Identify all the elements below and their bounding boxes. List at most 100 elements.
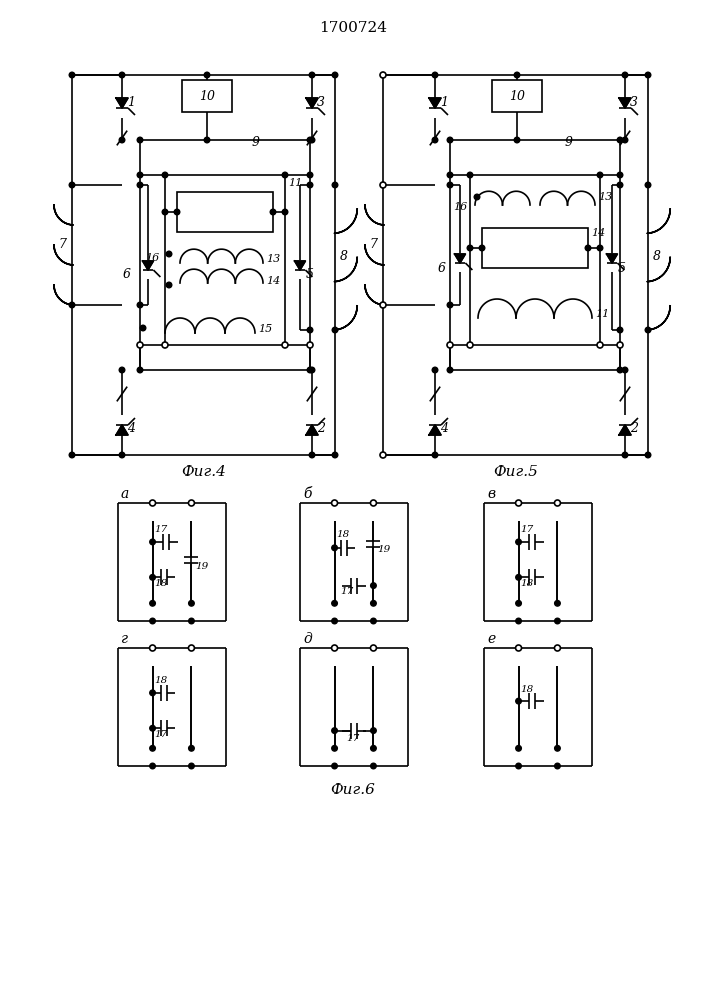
Circle shape <box>380 302 386 308</box>
Circle shape <box>370 745 376 751</box>
Circle shape <box>370 500 376 506</box>
Circle shape <box>69 302 75 308</box>
Circle shape <box>617 342 623 348</box>
Circle shape <box>332 72 338 78</box>
Circle shape <box>370 618 376 624</box>
Circle shape <box>308 367 312 373</box>
Circle shape <box>150 500 156 506</box>
Circle shape <box>448 367 452 373</box>
Text: 11: 11 <box>595 309 609 319</box>
Text: 19: 19 <box>378 545 391 554</box>
Circle shape <box>174 209 180 215</box>
Circle shape <box>380 452 386 458</box>
Bar <box>177 192 273 232</box>
Text: 14: 14 <box>591 228 605 238</box>
Text: 10: 10 <box>199 90 215 103</box>
Circle shape <box>514 72 520 78</box>
Circle shape <box>332 618 337 624</box>
Circle shape <box>622 367 628 373</box>
Bar <box>492 80 542 112</box>
Circle shape <box>309 367 315 373</box>
Circle shape <box>162 209 168 215</box>
Text: е: е <box>487 632 495 646</box>
Circle shape <box>150 690 156 696</box>
Polygon shape <box>619 98 631 108</box>
Circle shape <box>166 282 172 288</box>
Circle shape <box>554 600 560 606</box>
Text: Фиг.6: Фиг.6 <box>331 783 375 797</box>
Circle shape <box>370 728 376 733</box>
Circle shape <box>166 251 172 257</box>
Text: Фиг.4: Фиг.4 <box>181 465 226 479</box>
Polygon shape <box>619 425 631 435</box>
Circle shape <box>308 182 312 188</box>
Circle shape <box>370 600 376 606</box>
Circle shape <box>332 500 337 506</box>
Text: 14: 14 <box>266 276 280 286</box>
Circle shape <box>309 452 315 458</box>
Circle shape <box>162 172 168 178</box>
Text: Фиг.5: Фиг.5 <box>493 465 538 479</box>
Circle shape <box>282 209 288 215</box>
Polygon shape <box>143 261 153 270</box>
Circle shape <box>617 137 623 143</box>
Text: 17: 17 <box>155 525 168 534</box>
Circle shape <box>204 72 210 78</box>
Text: а: а <box>121 487 129 501</box>
Circle shape <box>554 645 561 651</box>
Polygon shape <box>429 98 441 108</box>
Polygon shape <box>429 425 441 435</box>
Circle shape <box>645 182 651 188</box>
Circle shape <box>514 137 520 143</box>
Circle shape <box>622 72 628 78</box>
Text: 15: 15 <box>258 324 272 334</box>
Text: 4: 4 <box>440 422 448 434</box>
Text: 13: 13 <box>266 254 280 264</box>
Text: 11: 11 <box>288 178 303 188</box>
Text: 18: 18 <box>520 579 534 588</box>
Circle shape <box>380 72 386 78</box>
Text: 1700724: 1700724 <box>319 21 387 35</box>
Circle shape <box>137 367 143 373</box>
Circle shape <box>645 327 651 333</box>
Circle shape <box>597 172 603 178</box>
Circle shape <box>448 137 452 143</box>
Text: 4: 4 <box>127 422 135 434</box>
Circle shape <box>516 763 521 769</box>
Circle shape <box>597 342 603 348</box>
Circle shape <box>645 452 651 458</box>
Circle shape <box>308 172 312 178</box>
Circle shape <box>189 500 194 506</box>
Circle shape <box>332 600 337 606</box>
Circle shape <box>309 72 315 78</box>
Circle shape <box>332 327 338 333</box>
Circle shape <box>554 618 560 624</box>
Circle shape <box>554 745 560 751</box>
Text: 2: 2 <box>317 422 325 434</box>
Circle shape <box>204 137 210 143</box>
Circle shape <box>515 500 522 506</box>
Circle shape <box>137 137 143 143</box>
Circle shape <box>617 172 623 178</box>
Circle shape <box>282 342 288 348</box>
Text: 13: 13 <box>598 192 612 202</box>
Circle shape <box>516 539 521 545</box>
Circle shape <box>516 745 521 751</box>
Circle shape <box>448 172 452 178</box>
Circle shape <box>140 325 146 331</box>
Circle shape <box>137 302 143 308</box>
Text: 16: 16 <box>145 253 159 263</box>
Text: 8: 8 <box>340 250 348 263</box>
Circle shape <box>308 137 312 143</box>
Circle shape <box>137 172 143 178</box>
Circle shape <box>332 452 338 458</box>
Circle shape <box>69 182 75 188</box>
Circle shape <box>432 367 438 373</box>
Text: 16: 16 <box>453 202 467 212</box>
Circle shape <box>189 763 194 769</box>
Text: 6: 6 <box>123 268 131 282</box>
Text: 17: 17 <box>346 734 359 743</box>
Text: 1: 1 <box>127 96 135 108</box>
Circle shape <box>332 728 337 733</box>
Text: 19: 19 <box>195 562 209 571</box>
